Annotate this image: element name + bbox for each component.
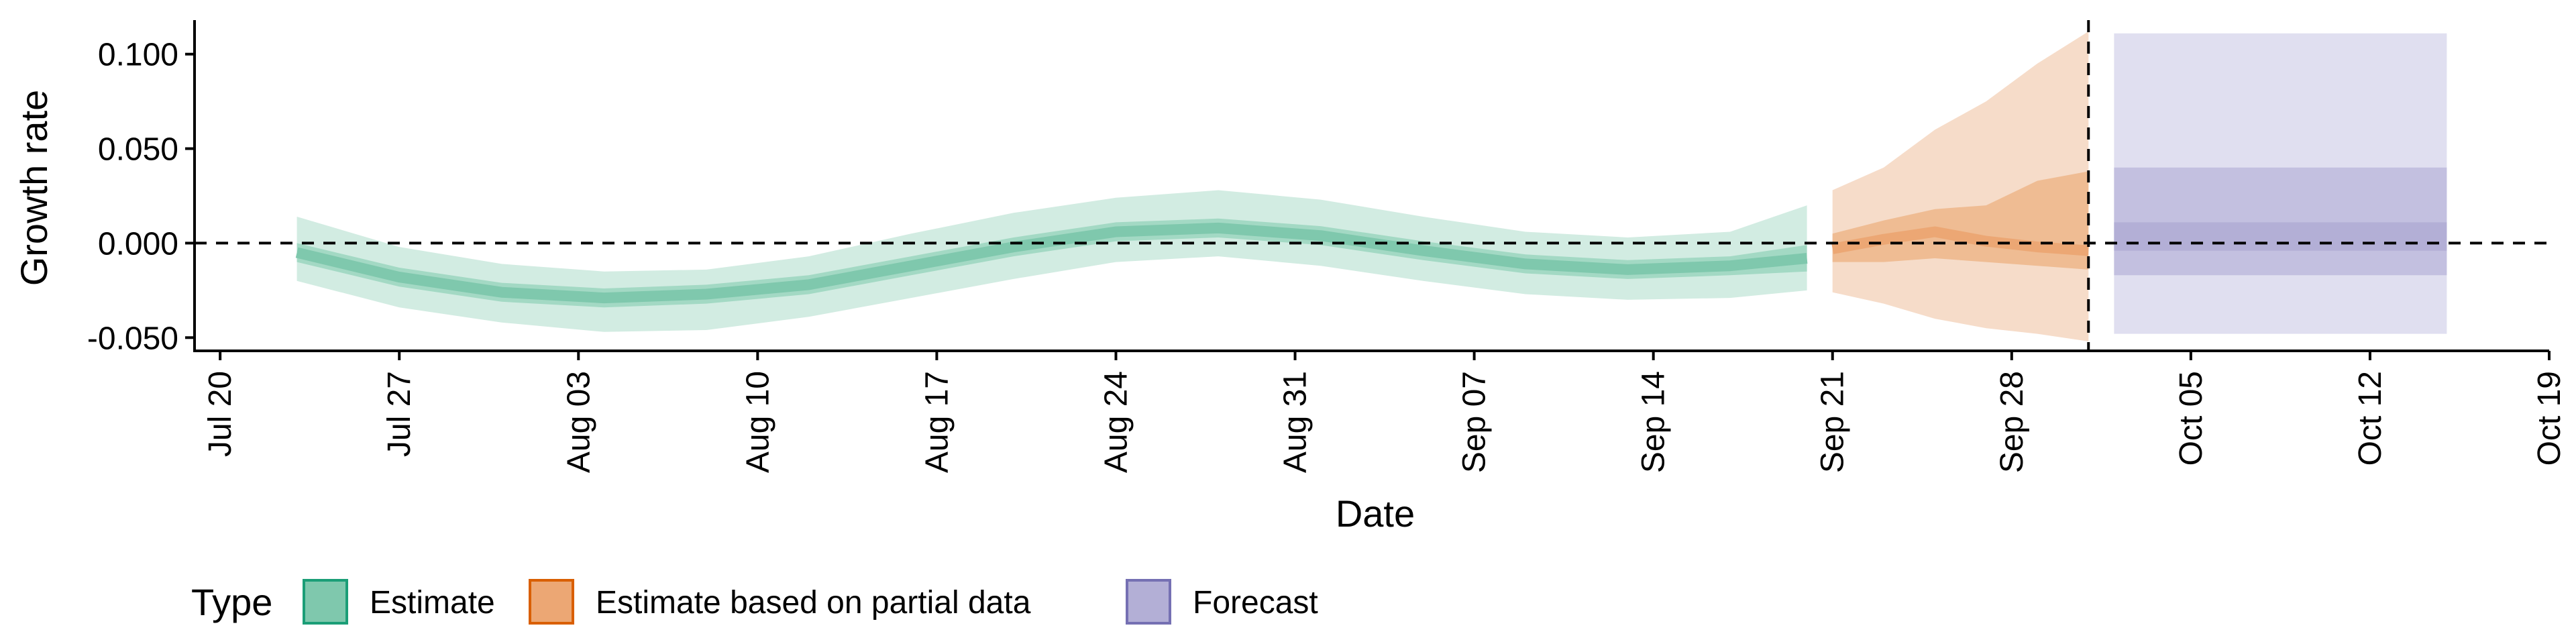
y-tick-label: 0.000 bbox=[98, 226, 178, 262]
series-2-mid-band bbox=[2114, 167, 2447, 276]
series-1-median-line bbox=[1831, 226, 2089, 256]
x-tick-label: Oct 05 bbox=[2174, 371, 2209, 466]
y-tick-label: -0.050 bbox=[87, 321, 178, 356]
x-tick-label: Sep 14 bbox=[1636, 371, 1672, 473]
y-tick-label: 0.100 bbox=[98, 38, 178, 73]
y-tick-label: 0.050 bbox=[98, 132, 178, 168]
x-tick-label: Jul 27 bbox=[382, 371, 417, 457]
legend-item: Estimate bbox=[303, 579, 495, 625]
legend-swatch bbox=[1126, 579, 1171, 625]
y-axis-title: Growth rate bbox=[13, 90, 55, 286]
series-0-median-line bbox=[295, 222, 1808, 304]
x-tick-label: Sep 21 bbox=[1815, 371, 1851, 473]
x-tick-label: Aug 24 bbox=[1098, 371, 1134, 473]
legend-label: Estimate bbox=[370, 585, 495, 621]
y-axis-ticks: 0.100 0.050 0.000 -0.050 bbox=[87, 38, 195, 356]
x-tick-label: Aug 17 bbox=[919, 371, 955, 473]
legend-title: Type bbox=[191, 581, 272, 623]
x-tick-label: Oct 12 bbox=[2353, 371, 2388, 466]
legend-label: Forecast bbox=[1193, 585, 1318, 621]
legend-item: Estimate based on partial data bbox=[529, 579, 1031, 625]
legend: Type Estimate Estimate based on partial da… bbox=[191, 579, 1318, 625]
x-axis-ticks: Jul 20 Jul 27 Aug 03 Aug 10 Aug 17 Aug 24 Aug … bbox=[203, 351, 2567, 473]
legend-swatch bbox=[529, 579, 574, 625]
x-tick-label: Aug 10 bbox=[740, 371, 775, 473]
x-tick-label: Sep 28 bbox=[1994, 371, 2030, 473]
x-tick-label: Aug 31 bbox=[1278, 371, 1313, 473]
x-tick-label: Sep 07 bbox=[1457, 371, 1493, 473]
x-tick-label: Oct 19 bbox=[2532, 371, 2567, 466]
x-tick-label: Aug 03 bbox=[561, 371, 596, 473]
legend-label: Estimate based on partial data bbox=[596, 585, 1031, 621]
legend-swatch bbox=[303, 579, 348, 625]
x-axis-title: Date bbox=[1336, 492, 1415, 535]
ribbon-layer bbox=[295, 31, 2447, 341]
legend-item: Forecast bbox=[1126, 579, 1318, 625]
series-2-inner-band bbox=[2114, 222, 2447, 251]
x-tick-label: Jul 20 bbox=[203, 371, 238, 457]
axes bbox=[193, 20, 2549, 352]
